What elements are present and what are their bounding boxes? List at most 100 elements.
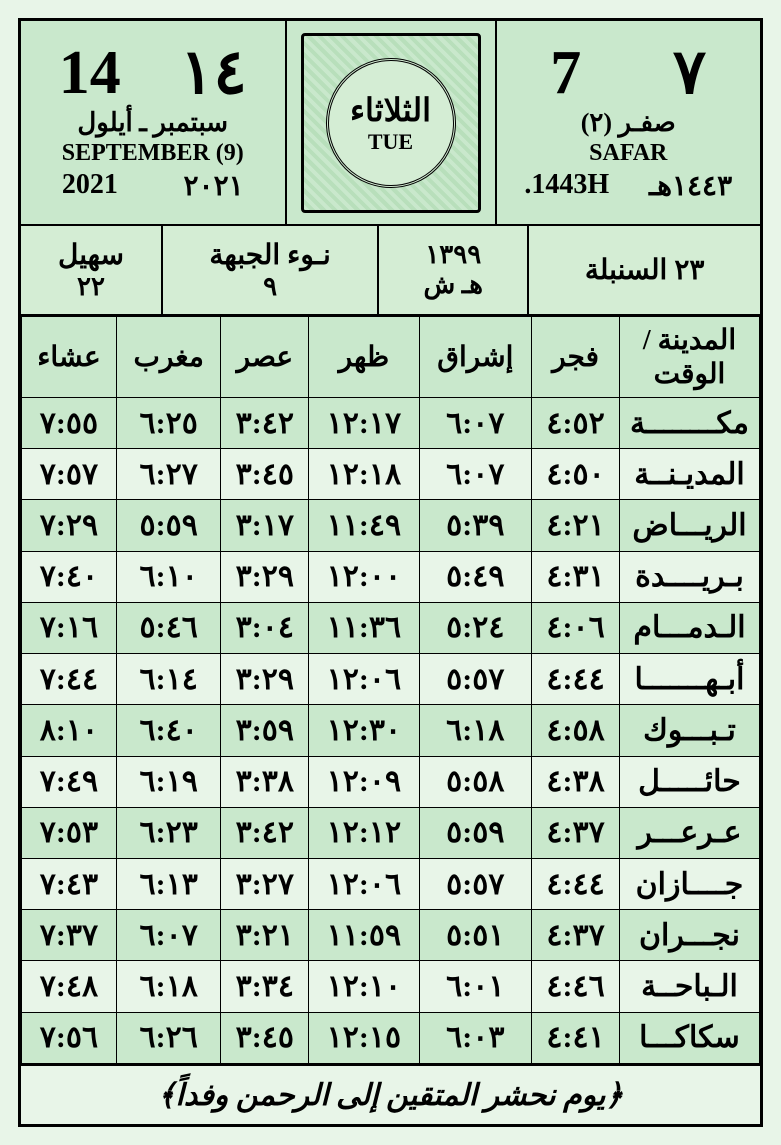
time-cell: ٤:٠٦ [532,602,620,653]
time-cell: ٦:١٩ [116,756,221,807]
time-cell: ٣:٣٨ [221,756,309,807]
time-cell: ٥:٤٦ [116,602,221,653]
table-row: الـباحــة٤:٤٦٦:٠١١٢:١٠٣:٣٤٦:١٨٧:٤٨ [22,961,760,1012]
day-seal: الثلاثاء TUE [301,33,481,213]
time-cell: ٦:٠١ [419,961,532,1012]
time-cell: ١٢:٠٩ [309,756,419,807]
time-cell: ١١:٥٩ [309,910,419,961]
persian-era: هـ ش [423,270,483,300]
city-name: مكــــــــة [620,398,760,449]
col-prayer: مغرب [116,317,221,398]
time-cell: ٣:٤٢ [221,807,309,858]
time-cell: ٦:٠٧ [419,449,532,500]
time-cell: ٧:٤٨ [22,961,117,1012]
time-cell: ٦:١٤ [116,654,221,705]
suhail-cell: سهيل ٢٢ [21,226,161,314]
suhail-name: سهيل [58,238,124,272]
time-cell: ٦:١٨ [116,961,221,1012]
col-prayer: ظهر [309,317,419,398]
time-cell: ١١:٣٦ [309,602,419,653]
time-cell: ٤:٥٨ [532,705,620,756]
time-cell: ١٢:٠٦ [309,654,419,705]
time-cell: ٦:٢٦ [116,1012,221,1063]
city-name: أبـهـــــــا [620,654,760,705]
hijri-month-ar: صفـر (٢) [581,108,676,138]
hijri-year-en: 1443H. [524,169,609,203]
time-cell: ٧:٥٥ [22,398,117,449]
city-name: نجـــران [620,910,760,961]
time-cell: ٤:٥٢ [532,398,620,449]
time-cell: ٣:٥٩ [221,705,309,756]
greg-day-latin: 14 [59,42,121,104]
time-cell: ٥:٥٨ [419,756,532,807]
city-name: تـبـــوك [620,705,760,756]
sunbula-text: ٢٣ السنبلة [585,253,705,287]
time-cell: ١١:٤٩ [309,500,419,551]
col-prayer: عشاء [22,317,117,398]
time-cell: ٤:٤٤ [532,858,620,909]
table-row: مكــــــــة٤:٥٢٦:٠٧١٢:١٧٣:٤٢٦:٢٥٧:٥٥ [22,398,760,449]
time-cell: ٦:٢٣ [116,807,221,858]
naw-name: نـوء الجبهة [209,238,330,272]
day-name-english: TUE [368,129,413,155]
table-row: تـبـــوك٤:٥٨٦:١٨١٢:٣٠٣:٥٩٦:٤٠٨:١٠ [22,705,760,756]
table-row: بـريــــدة٤:٣١٥:٤٩١٢:٠٠٣:٢٩٦:١٠٧:٤٠ [22,551,760,602]
table-row: أبـهـــــــا٤:٤٤٥:٥٧١٢:٠٦٣:٢٩٦:١٤٧:٤٤ [22,654,760,705]
time-cell: ٧:٥٦ [22,1012,117,1063]
time-cell: ١٢:٠٦ [309,858,419,909]
col-city: المدينة / الوقت [620,317,760,398]
persian-year-cell: ١٣٩٩ هـ ش [377,226,527,314]
hijri-month-en: SAFAR [589,140,667,167]
time-cell: ٤:٤١ [532,1012,620,1063]
time-cell: ٥:٥٧ [419,858,532,909]
city-name: بـريــــدة [620,551,760,602]
time-cell: ٦:١٠ [116,551,221,602]
footer-verse: ﴿يوم نحشر المتقين إلى الرحمن وفداً﴾ [21,1064,760,1124]
time-cell: ١٢:٠٠ [309,551,419,602]
time-cell: ١٢:٣٠ [309,705,419,756]
city-name: الريـــاض [620,500,760,551]
time-cell: ٥:٢٤ [419,602,532,653]
time-cell: ٣:٢٩ [221,551,309,602]
time-cell: ١٢:١٠ [309,961,419,1012]
table-header-row: المدينة / الوقتفجرإشراقظهرعصرمغربعشاء [22,317,760,398]
col-prayer: عصر [221,317,309,398]
time-cell: ٤:٤٦ [532,961,620,1012]
col-prayer: فجر [532,317,620,398]
gregorian-date-box: ١٤ 14 سبتمبر ـ أيلول SEPTEMBER (9) ٢٠٢١ … [21,21,285,224]
time-cell: ٥:٣٩ [419,500,532,551]
hijri-date-box: ٧ 7 صفـر (٢) SAFAR ١٤٤٣هـ 1443H. [495,21,761,224]
time-cell: ٤:٣١ [532,551,620,602]
greg-year-ar: ٢٠٢١ [184,169,244,203]
table-row: الريـــاض٤:٢١٥:٣٩١١:٤٩٣:١٧٥:٥٩٧:٢٩ [22,500,760,551]
time-cell: ٤:٣٧ [532,807,620,858]
day-name-arabic: الثلاثاء [350,91,431,129]
time-cell: ٦:٢٧ [116,449,221,500]
hijri-year-ar: ١٤٤٣هـ [649,169,732,203]
time-cell: ٦:٠٣ [419,1012,532,1063]
persian-year: ١٣٩٩ [425,240,481,270]
table-row: حائـــــل٤:٣٨٥:٥٨١٢:٠٩٣:٣٨٦:١٩٧:٤٩ [22,756,760,807]
table-row: جــــازان٤:٤٤٥:٥٧١٢:٠٦٣:٢٧٦:١٣٧:٤٣ [22,858,760,909]
city-name: حائـــــل [620,756,760,807]
time-cell: ٣:٤٥ [221,1012,309,1063]
time-cell: ١٢:١٢ [309,807,419,858]
time-cell: ٤:٤٤ [532,654,620,705]
time-cell: ٤:٣٧ [532,910,620,961]
calendar-page: ٧ 7 صفـر (٢) SAFAR ١٤٤٣هـ 1443H. الثلاثا… [18,18,763,1127]
time-cell: ٣:١٧ [221,500,309,551]
time-cell: ٦:١٨ [419,705,532,756]
hijri-day-arabic: ٧ [673,42,706,104]
time-cell: ١٢:١٧ [309,398,419,449]
time-cell: ٦:٠٧ [419,398,532,449]
time-cell: ٤:٢١ [532,500,620,551]
greg-month-en: SEPTEMBER (9) [62,140,244,167]
suhail-number: ٢٢ [77,272,105,302]
time-cell: ٧:٣٧ [22,910,117,961]
time-cell: ١٢:١٥ [309,1012,419,1063]
time-cell: ٦:١٣ [116,858,221,909]
greg-year-en: 2021 [62,169,118,203]
time-cell: ٧:٢٩ [22,500,117,551]
table-row: عـرعـــر٤:٣٧٥:٥٩١٢:١٢٣:٤٢٦:٢٣٧:٥٣ [22,807,760,858]
time-cell: ٥:٥٩ [116,500,221,551]
